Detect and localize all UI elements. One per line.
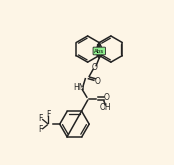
Text: O: O bbox=[104, 93, 110, 102]
Text: F: F bbox=[38, 114, 42, 123]
Text: F: F bbox=[46, 110, 50, 119]
Text: F: F bbox=[38, 125, 42, 134]
Text: Abs: Abs bbox=[94, 49, 104, 54]
Text: O: O bbox=[95, 77, 101, 86]
FancyBboxPatch shape bbox=[93, 47, 105, 55]
Text: OH: OH bbox=[100, 103, 111, 112]
Text: O: O bbox=[92, 63, 98, 72]
Text: HN: HN bbox=[73, 83, 85, 92]
